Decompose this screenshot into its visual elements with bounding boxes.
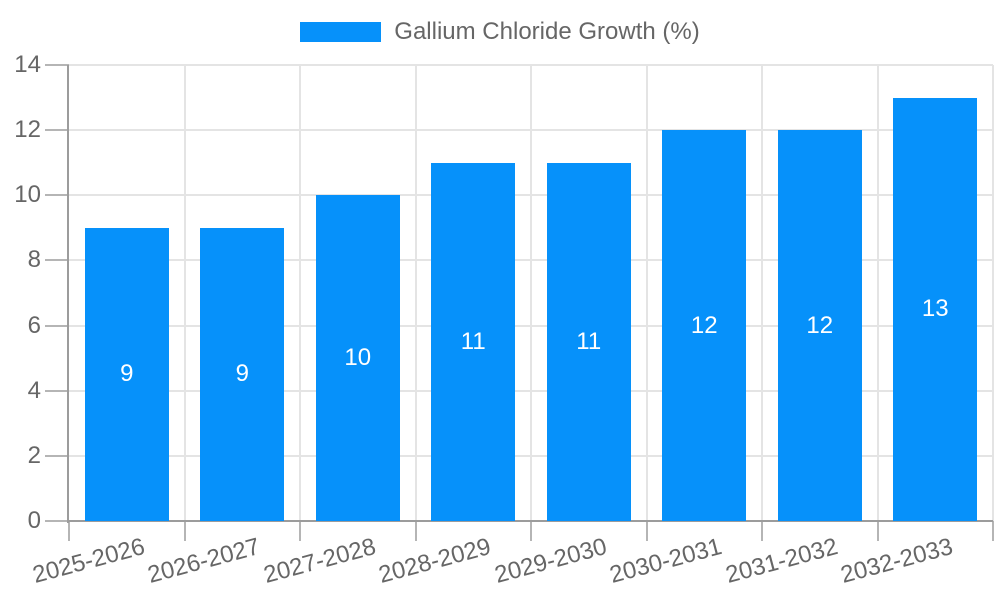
x-gridline (530, 65, 532, 521)
y-axis-tick-label: 14 (14, 51, 41, 78)
y-axis-tick-label: 6 (27, 311, 41, 339)
bar-value-label: 12 (690, 311, 718, 339)
bar-value-label: 9 (120, 360, 134, 388)
y-tick-mark (45, 454, 69, 457)
y-tick-mark (45, 64, 69, 66)
x-tick-mark (876, 521, 879, 541)
y-tick-mark (45, 520, 69, 522)
bar[interactable] (315, 195, 400, 521)
x-gridline (992, 65, 994, 521)
x-tick-mark (761, 521, 763, 541)
y-axis-tick-label: 4 (27, 376, 41, 404)
x-tick-mark (645, 521, 648, 541)
y-axis-tick-label: 0 (27, 507, 41, 534)
legend-swatch-icon (300, 22, 382, 42)
bar[interactable] (200, 227, 285, 521)
y-tick-mark (45, 389, 69, 392)
x-axis-line (69, 520, 993, 522)
x-gridline (414, 65, 417, 521)
x-tick-mark (299, 521, 301, 541)
bar-value-label: 10 (344, 344, 372, 372)
legend-label: Gallium Chloride Growth (%) (394, 18, 700, 45)
bar-value-label: 11 (576, 327, 602, 355)
y-tick-mark (45, 129, 69, 132)
x-gridline (645, 65, 648, 521)
bar[interactable] (431, 162, 516, 521)
bar[interactable] (84, 227, 169, 521)
x-tick-mark (414, 521, 417, 541)
y-tick-mark (45, 259, 69, 262)
bar[interactable] (777, 130, 862, 521)
x-gridline (761, 65, 763, 521)
bar[interactable] (662, 130, 747, 521)
bar[interactable] (546, 162, 631, 521)
legend-item[interactable]: Gallium Chloride Growth (%) (0, 18, 1000, 46)
bar-value-label: 13 (921, 295, 949, 323)
x-tick-mark (992, 521, 994, 541)
y-axis-line (67, 65, 69, 523)
x-tick-mark (68, 521, 70, 541)
y-axis-tick-label: 8 (27, 246, 41, 274)
y-axis-tick-label: 10 (14, 181, 41, 209)
x-gridline (183, 65, 186, 521)
bar[interactable] (893, 97, 978, 521)
x-tick-mark (530, 521, 532, 541)
x-gridline (299, 65, 301, 521)
x-gridline (876, 65, 879, 521)
x-tick-mark (183, 521, 186, 541)
bar-value-label: 9 (235, 360, 249, 388)
y-axis-tick-label: 2 (27, 441, 41, 469)
bar-value-label: 11 (460, 327, 486, 355)
y-axis-tick-label: 12 (14, 116, 41, 144)
y-tick-mark (45, 324, 69, 327)
y-tick-mark (45, 194, 69, 197)
bar-value-label: 12 (806, 311, 834, 339)
